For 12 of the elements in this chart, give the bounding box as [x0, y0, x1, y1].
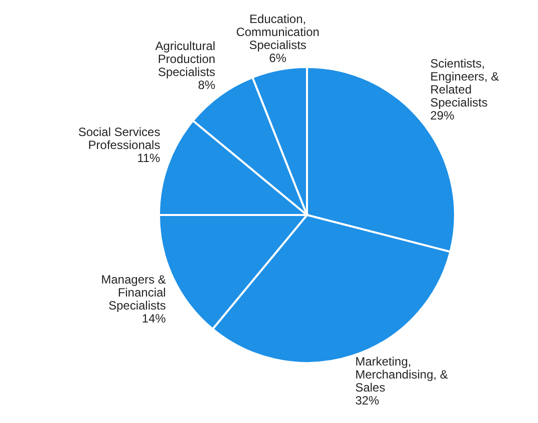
data-label: 32% — [355, 393, 380, 408]
data-label: 14% — [142, 311, 166, 326]
data-label: 11% — [137, 151, 161, 166]
data-label: 6% — [269, 50, 287, 65]
slice-label: Agricultural Production Specialists — [155, 38, 216, 79]
slice-label: Marketing, Merchandising, & Sales — [355, 354, 448, 394]
slice-label: Managers & Financial Specialists — [101, 272, 166, 312]
data-label: 29% — [430, 108, 455, 122]
slice-label: Scientists, Engineers, & Related Specialists — [430, 56, 499, 110]
slice-label: Social Services Professionals — [78, 125, 160, 152]
slice-label: Education, Communication Specialists — [236, 12, 320, 52]
data-label: 8% — [198, 78, 216, 92]
